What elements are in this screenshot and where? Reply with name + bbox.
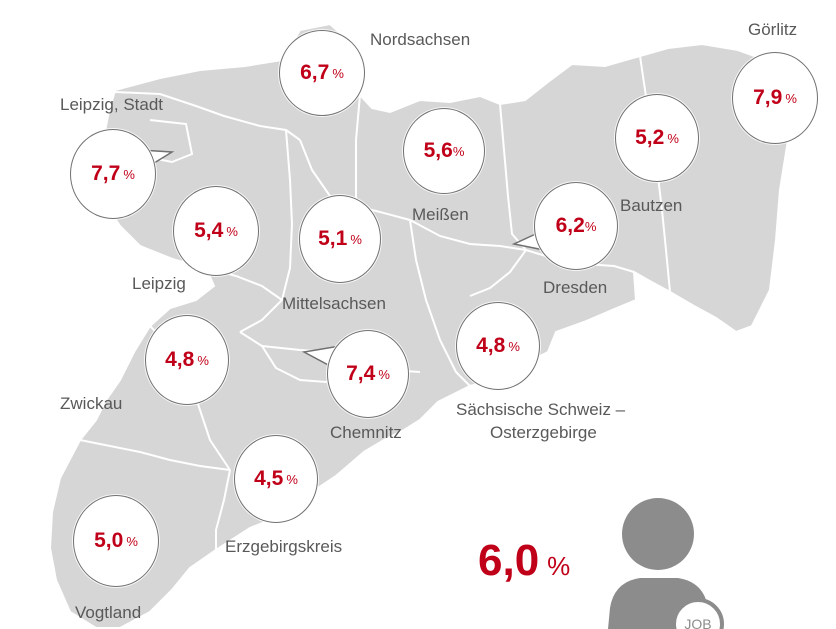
value-goerlitz: 7,9 bbox=[753, 86, 783, 109]
value-erzgebirgskreis: 4,5 bbox=[254, 467, 284, 490]
value-bautzen: 5,2 bbox=[635, 126, 665, 149]
value-chemnitz: 7,4 bbox=[346, 362, 376, 385]
unit-meissen: % bbox=[452, 143, 465, 159]
value-nordsachsen: 6,7 bbox=[300, 61, 330, 84]
unit-leipzig: % bbox=[226, 223, 238, 239]
job-seeker-icon: JOB bbox=[608, 498, 724, 629]
region-label-chemnitz: Chemnitz bbox=[330, 423, 402, 442]
value-mittelsachsen: 5,1 bbox=[318, 227, 348, 250]
border-vogtland-erz bbox=[215, 469, 231, 550]
unit-leipzig-stadt: % bbox=[123, 166, 135, 182]
region-label-vogtland: Vogtland bbox=[75, 603, 142, 622]
unit-bautzen: % bbox=[667, 130, 679, 146]
border-meissen-bautzen bbox=[499, 103, 527, 251]
value-bubble-vogtland: 5,0% bbox=[73, 495, 159, 587]
border-nordsachsen-meissen bbox=[355, 94, 361, 206]
value-bubble-leipzig-stadt: 7,7% bbox=[70, 129, 156, 219]
border-meissen-south bbox=[409, 219, 527, 251]
value-bubble-erzgebirgskreis: 4,5% bbox=[234, 435, 318, 523]
region-label-dresden: Dresden bbox=[543, 278, 608, 297]
unit-zwickau: % bbox=[197, 352, 209, 368]
value-bubble-saechsische-schweiz: 4,8% bbox=[456, 302, 540, 390]
value-bubble-goerlitz: 7,9% bbox=[732, 52, 818, 144]
job-badge-icon bbox=[672, 598, 724, 629]
value-meissen: 5,6 bbox=[423, 139, 453, 162]
unit-saechsische-schweiz: % bbox=[508, 338, 520, 354]
value-leipzig-stadt: 7,7 bbox=[91, 162, 121, 185]
region-label-mittelsachsen: Mittelsachsen bbox=[282, 294, 386, 313]
region-label-zwickau: Zwickau bbox=[60, 394, 123, 413]
unit-nordsachsen: % bbox=[332, 65, 344, 81]
region-label-leipzig-stadt: Leipzig, Stadt bbox=[60, 95, 164, 114]
value-dresden: 6,2 bbox=[555, 214, 585, 237]
region-label-meissen: Meißen bbox=[412, 205, 469, 224]
value-bubble-chemnitz: 7,4% bbox=[327, 330, 409, 418]
region-label-nordsachsen: Nordsachsen bbox=[370, 30, 471, 49]
value-zwickau: 4,8 bbox=[165, 348, 195, 371]
border-leipzig-city bbox=[149, 119, 194, 164]
total-value: 6,0% bbox=[478, 536, 570, 586]
region-label-osterzgebirge: Osterzgebirge bbox=[490, 423, 597, 442]
region-label-saechsische-schweiz: Sächsische Schweiz – bbox=[456, 400, 626, 419]
border-mittelsachsen-sss bbox=[409, 219, 471, 387]
job-badge-text: JOB bbox=[684, 616, 711, 629]
value-bubble-bautzen: 5,2% bbox=[615, 94, 699, 182]
unit-mittelsachsen: % bbox=[350, 231, 362, 247]
value-leipzig: 5,4 bbox=[194, 219, 224, 242]
total-unit: % bbox=[547, 551, 571, 581]
unit-goerlitz: % bbox=[785, 90, 797, 106]
border-leipzig-mittelsachsen bbox=[239, 129, 294, 333]
region-label-goerlitz: Görlitz bbox=[748, 20, 798, 39]
value-vogtland: 5,0 bbox=[94, 529, 124, 552]
region-label-leipzig: Leipzig bbox=[132, 274, 186, 293]
value-saechsische-schweiz: 4,8 bbox=[476, 334, 506, 357]
unit-erzgebirgskreis: % bbox=[286, 471, 298, 487]
value-bubble-zwickau: 4,8% bbox=[145, 315, 229, 405]
unit-dresden: % bbox=[584, 218, 597, 234]
value-bubble-mittelsachsen: 5,1% bbox=[299, 195, 381, 283]
total-number: 6,0 bbox=[478, 536, 540, 585]
value-bubble-dresden: 6,2% bbox=[534, 182, 618, 270]
border-dresden-left bbox=[469, 249, 527, 297]
value-bubble-nordsachsen: 6,7% bbox=[279, 30, 365, 116]
person-head-icon bbox=[622, 498, 694, 570]
border-zwickau-vogtland bbox=[79, 439, 231, 471]
value-bubble-leipzig: 5,4% bbox=[173, 186, 259, 276]
unit-vogtland: % bbox=[126, 533, 138, 549]
value-bubble-meissen: 5,6% bbox=[403, 108, 485, 194]
region-label-bautzen: Bautzen bbox=[620, 196, 683, 215]
unit-chemnitz: % bbox=[378, 366, 390, 382]
region-label-erzgebirgskreis: Erzgebirgskreis bbox=[225, 537, 343, 556]
